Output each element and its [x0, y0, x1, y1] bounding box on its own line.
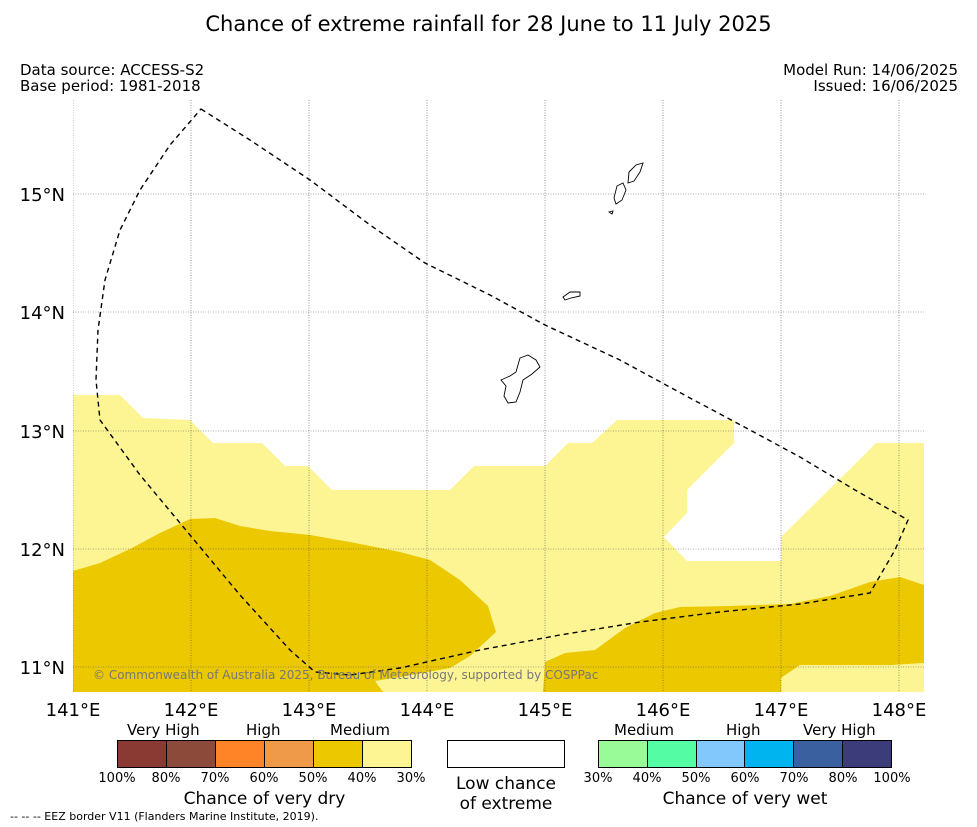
- low-chance-label-2: of extreme: [459, 794, 553, 814]
- dry-swatch-3: [216, 741, 265, 767]
- dry-tick-30: 30%: [396, 771, 426, 786]
- base-period: Base period: 1981-2018: [20, 77, 201, 95]
- low-chance-label-1: Low chance: [456, 774, 556, 794]
- lon-tick-147: 147°E: [754, 700, 809, 720]
- dry-tick-70: 70%: [200, 771, 230, 786]
- wet-tick-40: 40%: [632, 771, 662, 786]
- wet-swatch-4: [745, 741, 795, 767]
- dry-legend-title: Chance of very dry: [183, 789, 346, 809]
- map-grid: [73, 100, 924, 692]
- dry-swatch-4: [265, 741, 314, 767]
- lon-tick-141: 141°E: [46, 700, 101, 720]
- copyright-text: © Commonwealth of Australia 2025, Bureau…: [93, 668, 598, 682]
- wet-legend-title: Chance of very wet: [662, 789, 828, 809]
- wet-tick-100: 100%: [873, 771, 911, 786]
- dry-very-high-label: Very High: [127, 721, 200, 739]
- islands: [500, 162, 644, 404]
- issued-date: Issued: 16/06/2025: [813, 77, 958, 95]
- lon-labels: 141°E 142°E 143°E 144°E 145°E 146°E 147°…: [46, 700, 927, 720]
- dry-tick-80: 80%: [151, 771, 181, 786]
- data-source: Data source: ACCESS-S2: [20, 61, 205, 79]
- lat-tick-15: 15°N: [20, 185, 65, 206]
- dry-swatch-5: [314, 741, 363, 767]
- lat-tick-13: 13°N: [20, 422, 65, 443]
- rota-island: [562, 291, 581, 301]
- dry-colorbar: [117, 740, 412, 768]
- dry-medium-label: Medium: [330, 721, 390, 739]
- eez-footnote: -- -- -- EEZ border V11 (Flanders Marine…: [10, 810, 319, 823]
- wet-tick-70: 70%: [779, 771, 809, 786]
- aguijan-island: [607, 210, 614, 215]
- lon-tick-146: 146°E: [636, 700, 691, 720]
- dry-tick-100: 100%: [98, 771, 136, 786]
- low-chance-swatch: [447, 740, 565, 768]
- dry-medium-dark-region-west: [73, 518, 496, 692]
- dry-tick-60: 60%: [249, 771, 279, 786]
- wet-swatch-2: [647, 741, 697, 767]
- dry-swatch-1: [118, 741, 167, 767]
- wet-colorbar: [598, 740, 892, 768]
- lon-tick-145: 145°E: [518, 700, 573, 720]
- dry-medium-dark-region-east: [543, 577, 924, 692]
- wet-swatch-6: [843, 741, 891, 767]
- lat-tick-14: 14°N: [20, 303, 65, 324]
- dry-high-label: High: [246, 721, 281, 739]
- wet-tick-30: 30%: [583, 771, 613, 786]
- page-title: Chance of extreme rainfall for 28 June t…: [205, 12, 772, 36]
- dry-tick-40: 40%: [347, 771, 377, 786]
- lon-tick-143: 143°E: [282, 700, 337, 720]
- wet-swatch-5: [794, 741, 844, 767]
- low-chance-patch: [781, 663, 924, 692]
- tinian-island: [613, 182, 627, 205]
- model-run: Model Run: 14/06/2025: [783, 61, 958, 79]
- wet-swatch-3: [696, 741, 746, 767]
- wet-medium-label: Medium: [614, 721, 674, 739]
- lon-tick-148: 148°E: [872, 700, 927, 720]
- guam-island: [500, 354, 541, 404]
- dry-swatch-2: [167, 741, 216, 767]
- wet-tick-50: 50%: [681, 771, 711, 786]
- wet-tick-60: 60%: [730, 771, 760, 786]
- dry-tick-50: 50%: [298, 771, 328, 786]
- wet-high-label: High: [726, 721, 761, 739]
- forecast-map: © Commonwealth of Australia 2025, Bureau…: [20, 100, 927, 720]
- wet-tick-80: 80%: [828, 771, 858, 786]
- lon-tick-142: 142°E: [164, 700, 219, 720]
- lat-tick-12: 12°N: [20, 540, 65, 561]
- dry-swatch-6: [363, 741, 411, 767]
- wet-very-high-label: Very High: [803, 721, 876, 739]
- lon-tick-144: 144°E: [400, 700, 455, 720]
- lat-tick-11: 11°N: [20, 658, 65, 679]
- saipan-island: [627, 162, 644, 184]
- lat-labels: 15°N 14°N 13°N 12°N 11°N: [20, 185, 65, 679]
- wet-swatch-1: [599, 741, 648, 767]
